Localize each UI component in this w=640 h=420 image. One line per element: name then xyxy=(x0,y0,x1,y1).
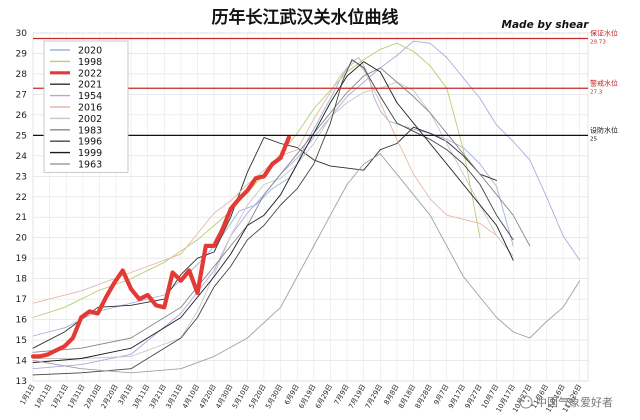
y-tick-label: 26 xyxy=(16,111,28,121)
y-tick-label: 20 xyxy=(16,234,28,244)
y-tick-label: 28 xyxy=(16,70,28,80)
y-tick-label: 30 xyxy=(16,29,28,39)
y-tick-label: 22 xyxy=(16,193,27,203)
reference-line-label: 设防水位 xyxy=(590,125,618,134)
y-tick-label: 29 xyxy=(16,49,28,59)
legend-label-1983: 1983 xyxy=(78,125,102,136)
series-line-1963 xyxy=(32,153,581,374)
reference-line-label: 保证水位 xyxy=(590,29,618,38)
wechat-icon xyxy=(519,395,533,409)
y-tick-label: 15 xyxy=(16,336,27,346)
series-line-1999 xyxy=(32,61,514,364)
reference-line-value: 29.73 xyxy=(590,40,606,46)
series-line-2016 xyxy=(32,61,498,304)
chart-title: 历年长江武汉关水位曲线 xyxy=(212,7,399,28)
y-tick-label: 24 xyxy=(16,152,28,162)
series-lines xyxy=(30,40,581,376)
series-line-1998 xyxy=(32,42,481,318)
series-line-2002 xyxy=(32,81,514,359)
legend-label-1954: 1954 xyxy=(78,91,102,102)
legend-label-2016: 2016 xyxy=(78,103,102,114)
series-line-1996 xyxy=(32,59,514,376)
y-tick-label: 13 xyxy=(16,377,27,387)
legend-label-1996: 1996 xyxy=(78,137,102,148)
x-axis: 1月1日1月11日1月21日1月31日2月10日2月20日3月1日3月11日3月… xyxy=(19,383,584,414)
watermark-text: 中国气象爱好者 xyxy=(536,395,613,409)
legend-label-1963: 1963 xyxy=(78,160,102,171)
legend-label-2002: 2002 xyxy=(78,114,102,125)
series-line-2022 xyxy=(30,135,291,359)
y-tick-label: 17 xyxy=(16,295,27,305)
y-tick-label: 27 xyxy=(16,90,27,100)
legend-label-2022: 2022 xyxy=(78,68,102,79)
legend-label-1999: 1999 xyxy=(78,148,102,159)
y-tick-label: 18 xyxy=(16,275,28,285)
y-tick-label: 21 xyxy=(16,213,27,223)
made-by-credit: Made by shear xyxy=(502,19,590,31)
reference-line-value: 25 xyxy=(590,136,597,142)
watermark: 中国气象爱好者 xyxy=(519,395,613,409)
y-tick-label: 16 xyxy=(16,316,28,326)
wechat-icon-eye-left xyxy=(522,400,525,402)
legend: 2020199820222021195420162002198319961999… xyxy=(43,40,129,173)
legend-label-2021: 2021 xyxy=(78,80,102,91)
y-axis: 13 14 15 16 17 18 19 20 21 22 23 24 25 26 27 28 29 30 xyxy=(16,29,28,387)
y-tick-label: 14 xyxy=(16,357,28,367)
wechat-icon-eye-right xyxy=(527,400,530,402)
y-tick-label: 25 xyxy=(16,131,27,141)
legend-label-1998: 1998 xyxy=(78,57,102,68)
y-tick-label: 23 xyxy=(16,172,27,182)
reference-line-value: 27.3 xyxy=(590,89,603,95)
reference-line-label: 警戒水位 xyxy=(590,78,618,87)
y-tick-label: 19 xyxy=(16,254,28,264)
legend-label-2020: 2020 xyxy=(78,46,102,57)
